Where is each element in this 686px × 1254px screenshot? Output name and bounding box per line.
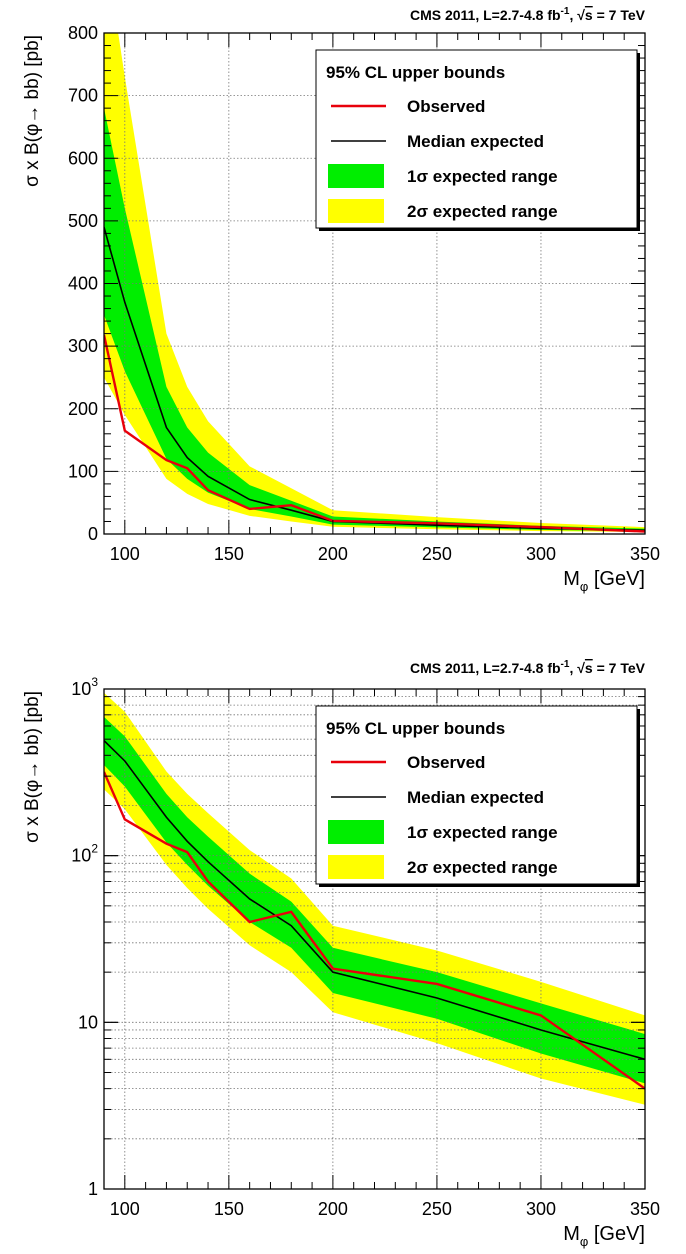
band-1sigma	[104, 716, 645, 1084]
y-tick-label: 600	[68, 148, 98, 168]
chart-title-energy: = 7 TeV	[593, 660, 646, 676]
y-tick-label: 500	[68, 211, 98, 231]
series-line-observed	[104, 771, 645, 1090]
series-line-median-expected	[104, 740, 645, 1061]
y-axis-label: σ x B(φ→ bb) [pb]	[22, 35, 43, 187]
y-tick-label-exponent: 3	[91, 675, 98, 689]
chart-title-main: CMS 2011, L=2.7-4.8 fb	[410, 7, 561, 23]
y-tick-label: 300	[68, 336, 98, 356]
legend-header: 95% CL upper bounds	[326, 719, 505, 738]
chart-title-sqrt-arg: s	[585, 660, 593, 676]
chart-title: CMS 2011, L=2.7-4.8 fb-1, √s = 7 TeV	[410, 659, 646, 676]
chart-title: CMS 2011, L=2.7-4.8 fb-1, √s = 7 TeV	[410, 6, 646, 23]
y-tick-label: 10	[78, 1012, 98, 1032]
legend: 95% CL upper bounds Observed Median expect…	[315, 49, 640, 231]
legend-box-swatch	[328, 199, 384, 223]
legend-box-swatch	[328, 164, 384, 188]
x-axis-label-unit: [GeV]	[588, 568, 645, 590]
legend-label: 1σ expected range	[407, 167, 558, 186]
x-tick-label: 350	[630, 544, 660, 564]
y-ticks	[104, 32, 645, 535]
y-tick-label: 0	[88, 524, 98, 544]
y-tick-label: 102	[71, 842, 98, 866]
chart-title-sup: -1	[561, 6, 570, 17]
y-tick-label: 700	[68, 86, 98, 106]
x-ticks	[103, 689, 646, 1189]
x-tick-label: 150	[214, 544, 244, 564]
legend-label: 1σ expected range	[407, 823, 558, 842]
x-axis-label: Mφ [GeV]	[563, 1223, 645, 1249]
x-tick-label: 150	[214, 1199, 244, 1219]
legend-label: 2σ expected range	[407, 202, 558, 221]
y-tick-label-exponent: 2	[91, 842, 98, 856]
legend-key	[328, 855, 384, 879]
legend-key	[328, 199, 384, 223]
y-tick-label-base: 10	[71, 679, 91, 699]
chart-panel-linear: 100 150 200 250 300 350 0 100 200 300 400 500 600 700…	[22, 6, 660, 594]
legend-label: Observed	[407, 753, 485, 772]
y-tick-label-base: 10	[71, 846, 91, 866]
legend-header: 95% CL upper bounds	[326, 63, 505, 82]
x-axis-label-sub: φ	[580, 579, 588, 594]
x-tick-label: 250	[422, 544, 452, 564]
x-tick-label: 250	[422, 1199, 452, 1219]
series-line-median-expected	[104, 226, 645, 532]
legend-key	[328, 820, 384, 844]
legend-label: Observed	[407, 97, 485, 116]
chart-title-sep: , √	[569, 660, 585, 676]
legend-box-swatch	[328, 855, 384, 879]
legend: 95% CL upper bounds Observed Median expect…	[315, 705, 640, 887]
series-line-observed	[104, 334, 645, 533]
y-tick-label: 103	[71, 675, 98, 699]
legend-box	[315, 49, 638, 229]
x-tick-label: 200	[318, 1199, 348, 1219]
x-tick-label: 100	[110, 1199, 140, 1219]
x-tick-label: 200	[318, 544, 348, 564]
y-tick-label: 400	[68, 274, 98, 294]
x-axis-label-sub: φ	[580, 1234, 588, 1249]
x-axis-label-unit: [GeV]	[588, 1223, 645, 1245]
y-tick-label: 1	[88, 1179, 98, 1199]
x-tick-label: 300	[526, 544, 556, 564]
legend-label: Median expected	[407, 132, 544, 151]
legend-box-swatch	[328, 820, 384, 844]
x-ticks	[103, 33, 646, 534]
chart-title-sqrt-arg: s	[585, 7, 593, 23]
y-axis-label: σ x B(φ→ bb) [pb]	[22, 691, 43, 843]
x-tick-label: 350	[630, 1199, 660, 1219]
x-axis-label-main: M	[563, 1223, 580, 1245]
y-tick-label: 800	[68, 23, 98, 43]
x-axis-label-main: M	[563, 568, 580, 590]
legend-key	[328, 164, 384, 188]
x-axis-label: Mφ [GeV]	[563, 568, 645, 594]
x-tick-label: 300	[526, 1199, 556, 1219]
chart-title-main: CMS 2011, L=2.7-4.8 fb	[410, 660, 561, 676]
legend-label: Median expected	[407, 788, 544, 807]
y-tick-label: 200	[68, 399, 98, 419]
legend-label: 2σ expected range	[407, 858, 558, 877]
chart-title-sup: -1	[561, 659, 570, 670]
chart-title-energy: = 7 TeV	[593, 7, 646, 23]
legend-box	[315, 705, 638, 885]
y-tick-label: 100	[68, 461, 98, 481]
x-tick-label: 100	[110, 544, 140, 564]
chart-title-sep: , √	[569, 7, 585, 23]
